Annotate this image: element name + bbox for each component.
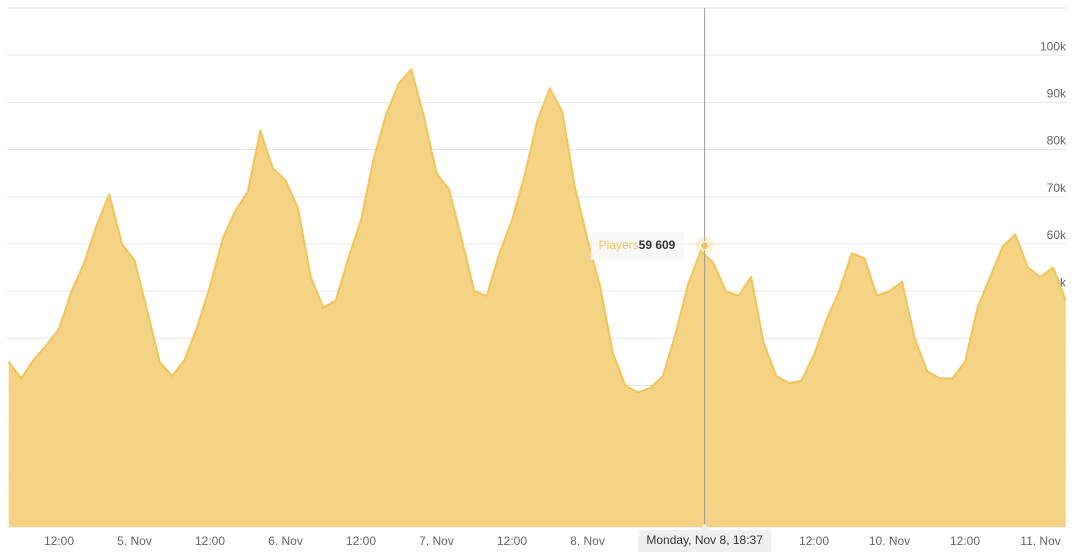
x-tick-label: 7. Nov — [419, 534, 454, 548]
y-tick-label: 80k — [1047, 134, 1067, 148]
tooltip-value: 59 609 — [639, 238, 676, 252]
x-tick-label: 12:00 — [44, 534, 74, 548]
area — [8, 69, 1066, 528]
x-tick-label: 12:00 — [799, 534, 829, 548]
crosshair-label-box — [638, 530, 772, 552]
hover-point — [700, 241, 710, 251]
x-tick-label: 8. Nov — [570, 534, 605, 548]
y-tick-label: 70k — [1047, 181, 1067, 195]
x-tick-label: 5. Nov — [117, 534, 152, 548]
x-tick-label: 10. Nov — [869, 534, 910, 548]
x-tick-label: 12:00 — [346, 534, 376, 548]
x-tick-label: 11. Nov — [1020, 534, 1060, 548]
crosshair-label: Monday, Nov 8, 18:37 — [638, 524, 772, 552]
x-tick-label: 12:00 — [950, 534, 980, 548]
tooltip-box — [590, 231, 684, 260]
tooltip-series: Players — [599, 238, 639, 252]
y-tick-label: 90k — [1047, 87, 1067, 101]
y-tick-label: 60k — [1047, 228, 1067, 242]
x-tick-label: 12:00 — [497, 534, 527, 548]
line — [7, 68, 1067, 394]
x-tick-label: 12:00 — [195, 534, 225, 548]
crosshair-label-arrow — [699, 524, 710, 530]
crosshair-label-text: Monday, Nov 8, 18:37 — [646, 533, 763, 547]
tooltip: Players59 609 — [590, 231, 684, 260]
x-tick-label: 6. Nov — [268, 534, 303, 548]
y-tick-label: 100k — [1040, 39, 1067, 53]
tooltip-text: Players59 609 — [599, 238, 676, 252]
